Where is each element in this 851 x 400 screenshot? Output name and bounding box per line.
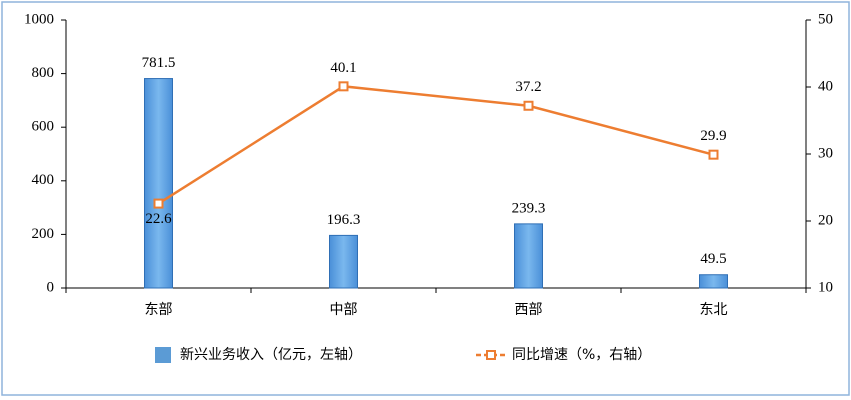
bar-value-label: 781.5 bbox=[142, 55, 176, 71]
bar-value-label: 239.3 bbox=[512, 200, 546, 216]
bar bbox=[514, 223, 543, 289]
x-tick-label: 东部 bbox=[145, 302, 173, 318]
x-tick-label: 西部 bbox=[515, 302, 543, 318]
y-tick-label: 800 bbox=[32, 65, 55, 81]
line-marker bbox=[708, 149, 719, 160]
y-tick-label: 600 bbox=[32, 119, 55, 135]
bar bbox=[699, 274, 728, 289]
line-value-label: 29.9 bbox=[700, 128, 726, 144]
x-tick-label: 中部 bbox=[330, 302, 358, 318]
bar bbox=[144, 78, 173, 289]
y2-tick-label: 50 bbox=[818, 11, 833, 27]
y2-tick-label: 40 bbox=[818, 78, 833, 94]
legend-label: 新兴业务收入（亿元，左轴） bbox=[180, 347, 362, 363]
bar bbox=[329, 234, 358, 289]
legend-label: 同比增速（%，右轴） bbox=[512, 347, 651, 363]
x-tick-label: 东北 bbox=[700, 302, 728, 318]
bar-value-label: 196.3 bbox=[327, 212, 361, 228]
line-value-label: 22.6 bbox=[145, 211, 172, 227]
line-value-label: 40.1 bbox=[330, 60, 356, 76]
line-marker bbox=[523, 100, 534, 111]
line-marker bbox=[338, 81, 349, 92]
legend-marker bbox=[486, 350, 496, 360]
y-tick-label: 400 bbox=[32, 172, 55, 188]
bar-value-label: 49.5 bbox=[700, 251, 726, 267]
line-value-label: 37.2 bbox=[515, 79, 541, 95]
line-marker bbox=[153, 198, 164, 209]
y-tick-label: 1000 bbox=[24, 11, 54, 27]
y-tick-label: 0 bbox=[47, 279, 55, 295]
line bbox=[157, 85, 714, 205]
y-tick-label: 200 bbox=[32, 226, 55, 242]
y2-tick-label: 10 bbox=[818, 279, 833, 295]
y2-tick-label: 30 bbox=[818, 145, 833, 161]
y2-tick-label: 20 bbox=[818, 212, 833, 228]
legend-swatch bbox=[155, 347, 171, 363]
